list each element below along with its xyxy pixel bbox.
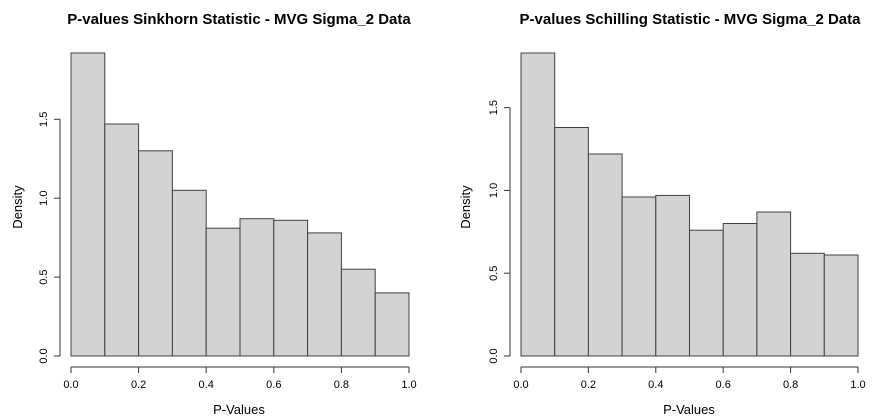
histogram-bar bbox=[171, 189, 207, 357]
histogram-bar bbox=[520, 52, 556, 357]
histogram-bar bbox=[823, 254, 859, 357]
x-tick-label: 0.6 bbox=[266, 379, 281, 391]
histogram-bar bbox=[689, 229, 724, 357]
y-tick-label: 1.0 bbox=[38, 191, 50, 206]
histogram-bar bbox=[374, 292, 410, 357]
y-tick-label: 1.0 bbox=[488, 183, 500, 198]
histogram-bar bbox=[307, 232, 342, 357]
chart-title: P-values Schilling Statistic - MVG Sigma… bbox=[520, 11, 862, 28]
histogram-bar bbox=[554, 127, 589, 357]
histogram-bar bbox=[205, 227, 241, 357]
bars-group bbox=[520, 52, 859, 357]
histogram-bar bbox=[587, 153, 623, 357]
histogram-bar bbox=[756, 211, 792, 357]
bars-group bbox=[70, 52, 410, 357]
histogram-bar bbox=[722, 223, 758, 357]
histogram-bar bbox=[655, 194, 690, 357]
y-tick-label: 1.5 bbox=[488, 100, 500, 115]
histogram-bar bbox=[70, 52, 106, 357]
y-tick-label: 0.5 bbox=[38, 269, 50, 284]
x-tick-label: 0.8 bbox=[334, 379, 349, 391]
y-axis-label: Density bbox=[458, 185, 473, 229]
x-tick-label: 1.0 bbox=[850, 379, 865, 391]
x-tick-label: 1.0 bbox=[401, 379, 416, 391]
histogram-bar bbox=[104, 123, 140, 357]
histogram-bar bbox=[790, 252, 825, 357]
y-tick-label: 1.5 bbox=[38, 112, 50, 127]
y-tick-label: 0.0 bbox=[488, 348, 500, 363]
x-tick-label: 0.2 bbox=[581, 379, 596, 391]
histogram-bar bbox=[239, 218, 275, 357]
y-axis-label: Density bbox=[10, 185, 25, 229]
histogram-bar bbox=[621, 196, 657, 357]
y-tick-label: 0.5 bbox=[488, 266, 500, 281]
x-tick-label: 0.0 bbox=[513, 379, 528, 391]
histogram-bar bbox=[273, 219, 309, 357]
histogram-panel-sinkhorn: P-values Sinkhorn Statistic - MVG Sigma_… bbox=[10, 11, 417, 417]
axes-group: 0.0 0.2 0.4 0.6 0.8 1.0 0.0 0.5 1.0 1.5 bbox=[488, 100, 866, 391]
x-tick-label: 0.4 bbox=[199, 379, 214, 391]
axes-group: 0.0 0.2 0.4 0.6 0.8 1.0 0.0 0.5 1.0 1.5 bbox=[38, 112, 417, 391]
x-axis-label: P-Values bbox=[213, 402, 265, 417]
x-tick-label: 0.2 bbox=[131, 379, 146, 391]
x-tick-label: 0.0 bbox=[63, 379, 78, 391]
x-tick-label: 0.6 bbox=[716, 379, 731, 391]
y-tick-label: 0.0 bbox=[38, 348, 50, 363]
histogram-panel-schilling: P-values Schilling Statistic - MVG Sigma… bbox=[458, 11, 866, 417]
histogram-bar bbox=[340, 268, 376, 357]
histogram-bar bbox=[138, 150, 173, 357]
x-tick-label: 0.4 bbox=[648, 379, 663, 391]
x-axis-label: P-Values bbox=[663, 402, 715, 417]
chart-title: P-values Sinkhorn Statistic - MVG Sigma_… bbox=[67, 11, 411, 28]
x-tick-label: 0.8 bbox=[783, 379, 798, 391]
